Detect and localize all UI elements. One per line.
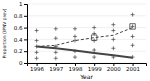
y-tick: 0.2 [14,48,27,54]
plus-marker [111,37,115,41]
grid-line [27,4,146,5]
plus-marker [54,27,58,31]
x-tick: 1999 [88,63,102,72]
plus-marker [54,36,58,40]
y-tick: 0 [19,60,27,66]
plus-marker [54,56,58,60]
y-tick-mark [24,39,27,40]
x-tick: 2001 [126,63,140,72]
plus-marker [54,50,58,54]
plus-marker [111,46,115,50]
plus-marker [73,34,77,38]
y-tick-label: 0.6 [14,25,23,31]
y-tick-label: 0.2 [14,48,23,54]
y-axis: 0 0.2 0.4 0.6 0.8 1 [14,1,28,66]
plus-marker [131,13,135,17]
plus-marker [111,23,115,27]
x-tick-label: 1996 [30,66,44,72]
dashed-line [37,28,133,47]
y-axis-line [24,5,28,64]
x-tick: 2000 [107,63,121,72]
y-axis-title: Proportion (IPNV prev) [2,8,7,58]
chart: 1996 1997 1998 1999 2000 2001 0 0.2 0.4 0.6 0.8 1 Ye… [0,0,150,81]
y-tick: 0.4 [14,37,27,43]
plus-marker [35,56,39,60]
y-tick-label: 0.8 [14,13,23,19]
y-tick-label: 0.4 [14,37,23,43]
x-tick: 1996 [30,63,44,72]
y-tick-mark [24,63,27,64]
y-tick-mark [24,28,27,29]
plus-marker [35,39,39,43]
y-tick-label: 1 [19,1,23,7]
y-tick-mark [24,51,27,52]
grid-line [27,15,146,16]
plus-marker [35,29,39,33]
x-tick: 1998 [68,63,82,72]
grid-line [27,27,146,28]
x-tick: 1997 [49,63,63,72]
x-axis-title: Year [79,73,93,80]
plus-marker [73,55,77,59]
line [37,46,133,57]
x-tick-label: 2001 [126,66,140,72]
y-tick-mark [24,4,27,5]
plus-marker [131,43,135,47]
x-tick-label: 1998 [68,66,82,72]
x-axis: 1996 1997 1998 1999 2000 2001 [28,63,147,72]
y-tick-label: 0 [19,60,23,66]
plus-marker [131,34,135,38]
y-tick: 0.6 [14,25,27,31]
plus-marker [35,50,39,54]
plus-marker [73,27,77,31]
plus-marker [92,26,96,30]
y-tick: 0.8 [14,13,27,19]
plot-area [35,13,136,61]
x-tick-label: 1997 [49,66,63,72]
y-tick-mark [24,16,27,17]
plus-marker [111,29,115,33]
plus-marker [92,55,96,59]
x-tick-label: 1999 [88,66,102,72]
y-tick: 1 [19,1,27,7]
grid [27,4,146,63]
x-tick-label: 2000 [107,66,121,72]
plus-marker [92,48,96,52]
